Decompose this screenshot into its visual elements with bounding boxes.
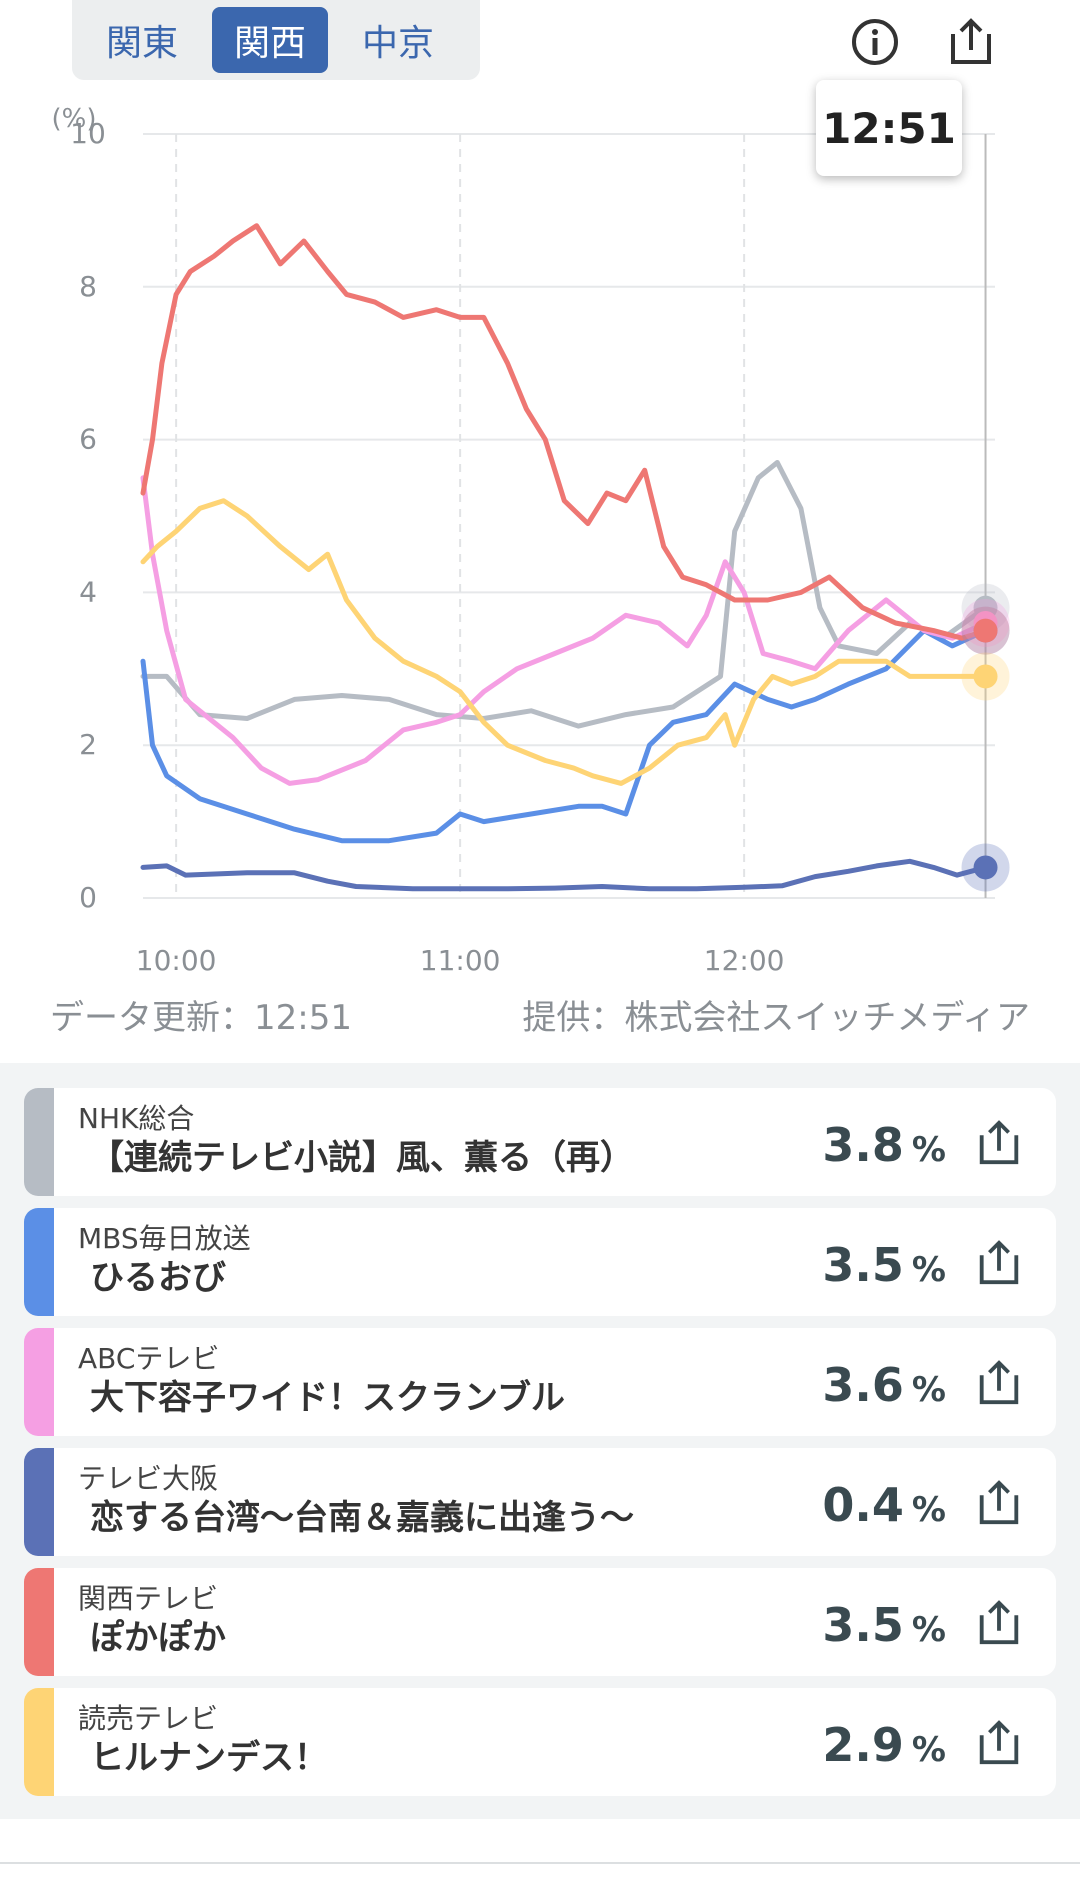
channel-card-nhk[interactable]: NHK総合 【連続テレビ小説】風、薫る（再） 3.8% [24, 1088, 1056, 1196]
rating-value: 3.8% [822, 1118, 946, 1172]
share-icon[interactable] [972, 1716, 1026, 1770]
current-value-marker-5 [973, 664, 998, 689]
channel-color-bar [24, 1448, 54, 1556]
series-line-2 [140, 475, 988, 786]
program-title: ぽかぽか [90, 1618, 226, 1658]
tab-kansai[interactable]: 関西 [212, 7, 328, 73]
program-title: ヒルナンデス！ [90, 1738, 328, 1778]
share-icon[interactable] [972, 1476, 1026, 1530]
share-icon[interactable] [943, 14, 999, 70]
region-tabs: 関東 関西 中京 [72, 0, 480, 80]
tab-kanto[interactable]: 関東 [105, 23, 178, 64]
time-tooltip: 12:51 [816, 80, 962, 176]
share-icon[interactable] [972, 1236, 1026, 1290]
share-icon[interactable] [972, 1596, 1026, 1650]
channel-card-tvo[interactable]: テレビ大阪 恋する台湾〜台南＆嘉義に出逢う〜 0.4% [24, 1448, 1056, 1556]
rating-value: 0.4% [822, 1478, 946, 1532]
y-axis-unit-label: (%) [52, 104, 97, 134]
channel-list: NHK総合 【連続テレビ小説】風、薫る（再） 3.8% MBS毎日放送 ひるおび… [0, 1063, 1080, 1819]
info-icon[interactable] [847, 14, 903, 70]
y-tick-label: 10 [70, 117, 106, 150]
y-tick-label: 8 [79, 270, 97, 303]
x-tick-label: 11:00 [420, 944, 501, 977]
y-tick-label: 6 [79, 423, 97, 456]
channel-color-bar [24, 1208, 54, 1316]
channel-color-bar [24, 1688, 54, 1796]
program-title: 恋する台湾〜台南＆嘉義に出逢う〜 [90, 1498, 634, 1538]
meta-row: データ更新：12:51 提供：株式会社スイッチメディア [50, 990, 1030, 1039]
data-provider: 提供：株式会社スイッチメディア [522, 998, 1030, 1038]
bottom-divider [0, 1862, 1080, 1864]
rating-chart: (%) 0 2 4 6 8 10 10:00 11:00 12:00 [52, 104, 1010, 977]
channel-name: MBS毎日放送 [78, 1222, 251, 1255]
y-tick-label: 0 [79, 881, 97, 914]
channel-card-abc[interactable]: ABCテレビ 大下容子ワイド！スクランブル 3.6% [24, 1328, 1056, 1436]
channel-name: ABCテレビ [78, 1342, 220, 1375]
channel-name: テレビ大阪 [78, 1462, 219, 1495]
y-tick-label: 2 [79, 728, 97, 761]
channel-card-mbs[interactable]: MBS毎日放送 ひるおび 3.5% [24, 1208, 1056, 1316]
rating-value: 3.5% [822, 1598, 946, 1652]
tab-chukyo[interactable]: 中京 [361, 23, 434, 64]
channel-card-ktv[interactable]: 関西テレビ ぽかぽか 3.5% [24, 1568, 1056, 1676]
rating-value: 3.5% [822, 1238, 946, 1292]
series-line-4 [140, 223, 988, 641]
current-value-marker-3 [973, 855, 998, 880]
program-title: ひるおび [90, 1258, 226, 1298]
series-line-3 [140, 858, 988, 892]
channel-card-ytv[interactable]: 読売テレビ ヒルナンデス！ 2.9% [24, 1688, 1056, 1796]
share-icon[interactable] [972, 1356, 1026, 1410]
channel-color-bar [24, 1088, 54, 1196]
channel-name: 読売テレビ [78, 1702, 219, 1735]
series-line-1 [140, 628, 988, 844]
channel-color-bar [24, 1328, 54, 1436]
program-title: 大下容子ワイド！スクランブル [90, 1378, 565, 1418]
share-icon[interactable] [972, 1116, 1026, 1170]
channel-name: NHK総合 [78, 1102, 195, 1135]
y-tick-label: 4 [79, 575, 97, 608]
data-update-time: データ更新：12:51 [50, 998, 352, 1038]
series-line-0 [140, 460, 988, 729]
x-tick-label: 10:00 [136, 944, 217, 977]
channel-color-bar [24, 1568, 54, 1676]
channel-name: 関西テレビ [78, 1582, 219, 1615]
x-tick-label: 12:00 [704, 944, 785, 977]
rating-value: 2.9% [822, 1718, 946, 1772]
rating-value: 3.6% [822, 1358, 946, 1412]
program-title: 【連続テレビ小説】風、薫る（再） [90, 1138, 634, 1178]
series-line-5 [140, 498, 988, 786]
current-value-marker-4 [973, 618, 998, 643]
